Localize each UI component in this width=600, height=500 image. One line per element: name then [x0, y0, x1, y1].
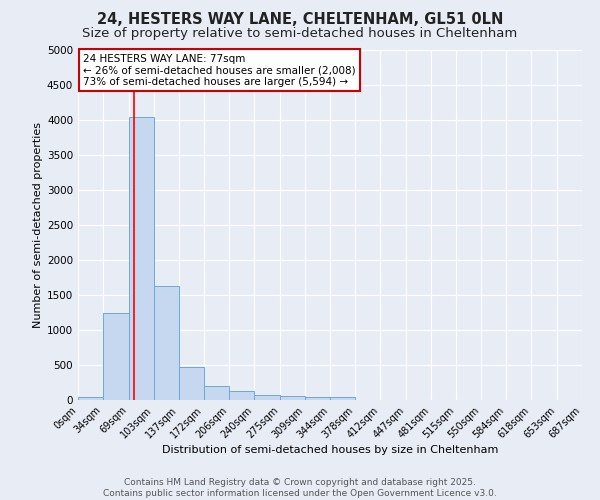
- Bar: [179, 366, 204, 400]
- Bar: [103, 312, 128, 400]
- Bar: [254, 395, 280, 400]
- Text: 24 HESTERS WAY LANE: 77sqm
← 26% of semi-detached houses are smaller (2,008)
73%: 24 HESTERS WAY LANE: 77sqm ← 26% of semi…: [83, 54, 356, 86]
- Bar: [331, 396, 355, 400]
- Bar: [128, 116, 154, 400]
- Bar: [305, 396, 331, 400]
- X-axis label: Distribution of semi-detached houses by size in Cheltenham: Distribution of semi-detached houses by …: [162, 446, 498, 456]
- Bar: [204, 386, 229, 400]
- Y-axis label: Number of semi-detached properties: Number of semi-detached properties: [33, 122, 43, 328]
- Bar: [78, 396, 103, 400]
- Bar: [229, 391, 254, 400]
- Bar: [154, 286, 179, 400]
- Text: Contains HM Land Registry data © Crown copyright and database right 2025.
Contai: Contains HM Land Registry data © Crown c…: [103, 478, 497, 498]
- Text: 24, HESTERS WAY LANE, CHELTENHAM, GL51 0LN: 24, HESTERS WAY LANE, CHELTENHAM, GL51 0…: [97, 12, 503, 28]
- Text: Size of property relative to semi-detached houses in Cheltenham: Size of property relative to semi-detach…: [82, 28, 518, 40]
- Bar: [280, 396, 305, 400]
